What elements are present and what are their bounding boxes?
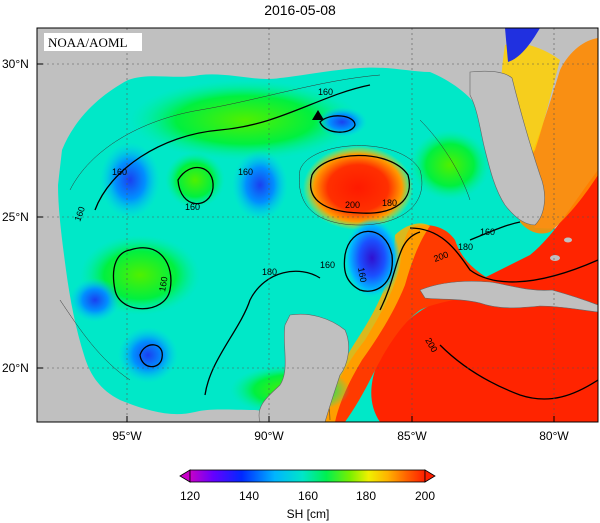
colorbar-tick: 160 — [298, 489, 318, 503]
bahamas-island — [550, 255, 560, 261]
contour-label: 160 — [157, 276, 169, 293]
colorbar-low-arrow — [179, 469, 191, 483]
map-frame — [36, 27, 599, 423]
contour-label: 180 — [382, 198, 397, 208]
cold-core-eddy — [344, 218, 400, 298]
bahamas-island — [517, 155, 523, 161]
contour-label: 200 — [345, 200, 360, 210]
grid-lines — [37, 28, 598, 422]
contour-label: 160 — [238, 167, 253, 177]
credit-label: NOAA/AOML — [48, 35, 128, 50]
cold-spot-southwest — [70, 278, 120, 322]
north-atlantic-blue — [505, 28, 540, 62]
tick-marks — [37, 63, 555, 422]
colorbar-label: SH [cm] — [287, 507, 330, 521]
green-swath-north — [130, 80, 360, 160]
lon-label: 90°W — [254, 429, 284, 443]
lon-label: 95°W — [112, 429, 142, 443]
contour-label: 160 — [320, 260, 335, 270]
green-swath-center — [165, 152, 225, 208]
colorbar-gradient — [189, 469, 426, 483]
colorbar-tick: 180 — [356, 489, 376, 503]
contour-label: 160 — [185, 202, 200, 212]
contour-label: 160 — [480, 227, 495, 237]
bahamas-island — [564, 237, 572, 243]
florida-land — [469, 70, 545, 226]
contour-label: 160 — [318, 87, 333, 97]
contour-label: 160 — [112, 167, 127, 177]
warm-core-eddy — [303, 146, 413, 230]
cold-spot-northeast — [317, 107, 367, 137]
colorbar-tick: 140 — [239, 489, 259, 503]
cuba-land — [419, 280, 598, 313]
green-swath-east — [410, 130, 490, 200]
colorbar-high-arrow — [424, 469, 436, 483]
cold-spot-central — [232, 150, 288, 220]
contour-label: 160 — [356, 267, 368, 284]
lat-label: 30°N — [2, 57, 29, 71]
station-marker-icon — [312, 110, 324, 120]
cold-spot-west — [100, 142, 160, 218]
map-title: 2016-05-08 — [264, 2, 336, 18]
lon-label: 85°W — [397, 429, 427, 443]
loop-current — [320, 225, 500, 422]
credit-box — [44, 33, 142, 51]
colorbar-tick: 120 — [180, 489, 200, 503]
contour-label: 180 — [262, 267, 277, 277]
colorbar-tick: 200 — [415, 489, 435, 503]
colorbar: 120 140 160 180 200 SH [cm] — [179, 469, 436, 521]
lat-label: 20°N — [2, 361, 29, 375]
contour-label: 180 — [458, 242, 473, 252]
cold-spot-south — [118, 327, 178, 383]
lat-label: 25°N — [2, 210, 29, 224]
contour-label: 200 — [432, 249, 450, 264]
loop-current-edge — [318, 223, 430, 422]
lon-label: 80°W — [539, 429, 569, 443]
contour-label: 160 — [72, 205, 87, 223]
contour-lines — [94, 84, 598, 400]
